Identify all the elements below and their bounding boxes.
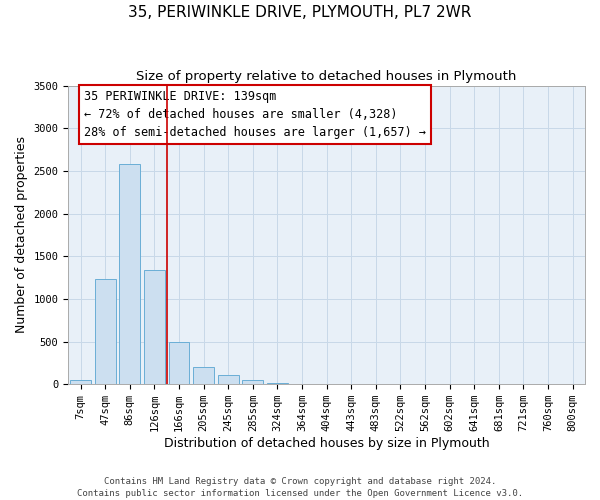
Text: 35, PERIWINKLE DRIVE, PLYMOUTH, PL7 2WR: 35, PERIWINKLE DRIVE, PLYMOUTH, PL7 2WR: [128, 5, 472, 20]
Bar: [242, 380, 263, 384]
Text: 35 PERIWINKLE DRIVE: 139sqm
← 72% of detached houses are smaller (4,328)
28% of : 35 PERIWINKLE DRIVE: 139sqm ← 72% of det…: [84, 90, 426, 139]
Y-axis label: Number of detached properties: Number of detached properties: [15, 136, 28, 334]
Bar: [95, 280, 116, 384]
Bar: [144, 270, 165, 384]
X-axis label: Distribution of detached houses by size in Plymouth: Distribution of detached houses by size …: [164, 437, 490, 450]
Bar: [70, 380, 91, 384]
Bar: [193, 367, 214, 384]
Title: Size of property relative to detached houses in Plymouth: Size of property relative to detached ho…: [136, 70, 517, 83]
Bar: [218, 375, 239, 384]
Bar: [169, 342, 190, 384]
Text: Contains HM Land Registry data © Crown copyright and database right 2024.
Contai: Contains HM Land Registry data © Crown c…: [77, 476, 523, 498]
Bar: [119, 164, 140, 384]
